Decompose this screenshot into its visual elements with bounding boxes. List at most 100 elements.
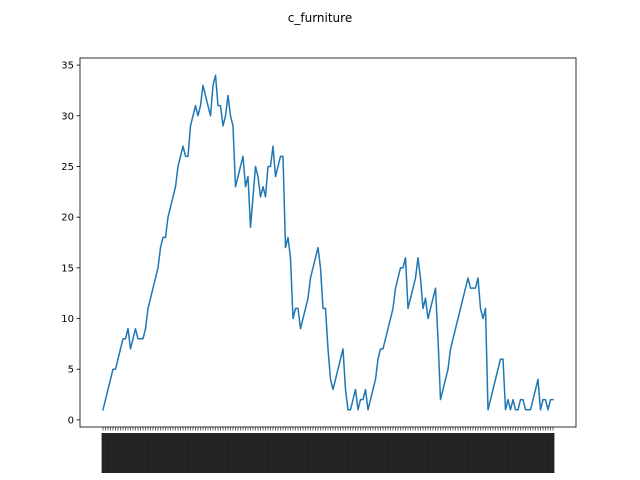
x-tick-label <box>354 433 357 473</box>
x-tick-label <box>541 433 545 473</box>
x-tick-label <box>241 433 245 473</box>
x-tick-label <box>279 433 282 473</box>
x-tick-label <box>116 433 120 473</box>
x-tick-label <box>204 433 207 473</box>
x-tick-label <box>119 433 122 473</box>
x-tick-label <box>161 433 165 473</box>
y-tick-label: 30 <box>61 111 74 122</box>
x-tick-label <box>101 433 105 473</box>
x-tick-label <box>144 433 147 473</box>
x-tick-label <box>524 433 527 473</box>
x-tick-label <box>131 433 135 473</box>
x-tick-label <box>386 433 390 473</box>
x-tick-label <box>324 433 327 473</box>
x-tick-label <box>229 433 232 473</box>
x-tick-label <box>434 433 437 473</box>
y-tick-label: 35 <box>61 61 74 72</box>
x-tick-label <box>436 433 440 473</box>
x-tick-label <box>311 433 315 473</box>
x-tick-label <box>551 433 555 473</box>
x-tick-label <box>441 433 445 473</box>
x-tick-label <box>379 433 382 473</box>
x-tick-label <box>489 433 492 473</box>
x-tick-label <box>516 433 520 473</box>
x-tick-label <box>506 433 510 473</box>
x-tick-label <box>479 433 482 473</box>
x-tick-label <box>531 433 535 473</box>
x-tick-label <box>334 433 337 473</box>
x-tick-label <box>294 433 297 473</box>
x-axis-ticks <box>101 427 555 473</box>
x-tick-label <box>316 433 320 473</box>
y-tick-label: 15 <box>61 263 74 274</box>
x-tick-label <box>286 433 290 473</box>
x-tick-label <box>234 433 237 473</box>
x-tick-label <box>271 433 275 473</box>
x-tick-label <box>499 433 502 473</box>
x-tick-label <box>486 433 490 473</box>
x-tick-label <box>154 433 157 473</box>
x-tick-label <box>256 433 260 473</box>
x-tick-label <box>421 433 425 473</box>
x-tick-label <box>409 433 412 473</box>
x-tick-label <box>269 433 272 473</box>
x-tick-label <box>239 433 242 473</box>
x-tick-label <box>244 433 247 473</box>
x-tick-label <box>491 433 495 473</box>
x-tick-label <box>156 433 160 473</box>
x-tick-label <box>309 433 312 473</box>
x-tick-label <box>304 433 307 473</box>
x-tick-label <box>231 433 235 473</box>
x-tick-label <box>439 433 442 473</box>
x-tick-label <box>429 433 432 473</box>
x-tick-label <box>509 433 512 473</box>
x-tick-label <box>414 433 417 473</box>
x-tick-label <box>104 433 107 473</box>
x-tick-label <box>391 433 395 473</box>
y-tick-label: 0 <box>68 415 74 426</box>
x-tick-label <box>289 433 292 473</box>
x-tick-label <box>181 433 185 473</box>
x-tick-label <box>189 433 192 473</box>
x-tick-label <box>319 433 322 473</box>
x-tick-label <box>109 433 112 473</box>
x-tick-label <box>514 433 517 473</box>
x-tick-label <box>336 433 340 473</box>
x-tick-label <box>446 433 450 473</box>
x-tick-label <box>259 433 262 473</box>
y-tick-label: 10 <box>61 314 74 325</box>
x-tick-label <box>224 433 227 473</box>
x-tick-label <box>246 433 250 473</box>
x-tick-label <box>186 433 190 473</box>
x-tick-label <box>536 433 540 473</box>
x-tick-label <box>481 433 485 473</box>
x-tick-label <box>426 433 430 473</box>
x-tick-label <box>484 433 487 473</box>
x-tick-label <box>214 433 217 473</box>
x-tick-label <box>496 433 500 473</box>
x-tick-label <box>211 433 215 473</box>
x-tick-label <box>494 433 497 473</box>
x-tick-label <box>174 433 177 473</box>
x-tick-label <box>521 433 525 473</box>
x-tick-label <box>401 433 405 473</box>
x-tick-label <box>196 433 200 473</box>
x-tick-label <box>371 433 375 473</box>
x-tick-label <box>474 433 477 473</box>
x-tick-label <box>404 433 407 473</box>
x-tick-label <box>519 433 522 473</box>
x-tick-label <box>461 433 465 473</box>
x-tick-label <box>129 433 132 473</box>
x-tick-label <box>444 433 447 473</box>
x-tick-label <box>261 433 265 473</box>
x-tick-label <box>251 433 255 473</box>
x-tick-label <box>274 433 277 473</box>
x-tick-label <box>296 433 300 473</box>
y-tick-label: 5 <box>68 365 74 376</box>
x-tick-label <box>459 433 462 473</box>
x-tick-label <box>106 433 110 473</box>
x-tick-label <box>134 433 137 473</box>
x-tick-label <box>299 433 302 473</box>
x-tick-label <box>331 433 335 473</box>
x-tick-label <box>326 433 330 473</box>
